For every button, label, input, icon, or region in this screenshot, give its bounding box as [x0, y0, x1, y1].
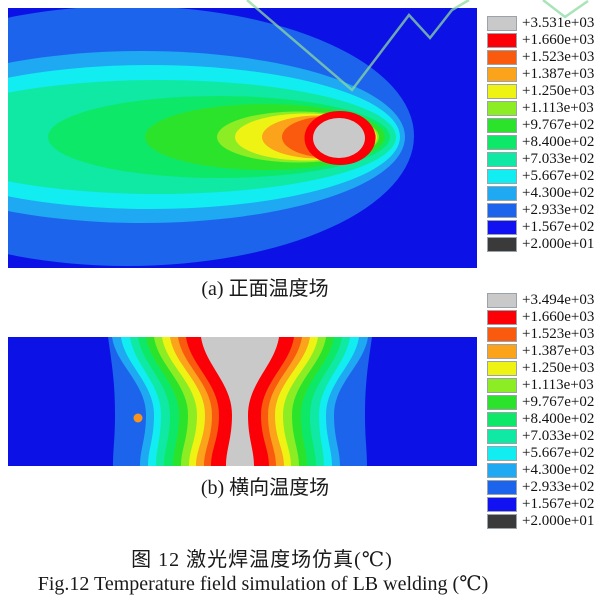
legend-value-label: +1.387e+03 [522, 66, 595, 82]
subcaption-transverse: (b) 横向温度场 [200, 477, 330, 499]
legend-row: +1.113e+03 [487, 100, 594, 117]
contour-band-gray [201, 337, 279, 466]
legend-swatch [487, 463, 517, 478]
legend-swatch [487, 203, 517, 218]
legend-row: +2.933e+02 [487, 202, 594, 219]
legend-swatch [487, 429, 517, 444]
legend-transverse: +3.494e+03 +1.660e+03 +1.523e+03 +1.387e+03… [487, 292, 594, 530]
legend-row: +2.000e+01 [487, 513, 594, 530]
legend-swatch [487, 514, 517, 529]
legend-row: +1.660e+03 [487, 32, 594, 49]
legend-value-label: +7.033e+02 [522, 428, 595, 444]
legend-value-label: +1.250e+03 [522, 360, 595, 376]
contour-plot-transverse-canvas [8, 337, 477, 466]
legend-swatch [487, 344, 517, 359]
legend-swatch [487, 480, 517, 495]
legend-row: +1.387e+03 [487, 343, 594, 360]
legend-row: +7.033e+02 [487, 428, 594, 445]
contour-plot-frontal [8, 8, 477, 268]
legend-value-label: +9.767e+02 [522, 394, 595, 410]
legend-swatch [487, 186, 517, 201]
legend-row: +8.400e+02 [487, 411, 594, 428]
legend-swatch [487, 50, 517, 65]
legend-row: +1.113e+03 [487, 377, 594, 394]
legend-swatch [487, 84, 517, 99]
legend-row: +1.567e+02 [487, 219, 594, 236]
legend-swatch [487, 310, 517, 325]
legend-row: +2.933e+02 [487, 479, 594, 496]
legend-value-label: +2.000e+01 [522, 513, 595, 529]
legend-row: +1.250e+03 [487, 360, 594, 377]
legend-swatch [487, 118, 517, 133]
contour-plot-frontal-canvas [8, 8, 477, 268]
legend-row: +5.667e+02 [487, 445, 594, 462]
legend-value-label: +1.660e+03 [522, 309, 595, 325]
legend-swatch [487, 135, 517, 150]
legend-value-label: +3.531e+03 [522, 15, 595, 31]
legend-swatch [487, 169, 517, 184]
legend-swatch [487, 220, 517, 235]
legend-row: +5.667e+02 [487, 168, 594, 185]
legend-value-label: +3.494e+03 [522, 292, 595, 308]
legend-value-label: +2.933e+02 [522, 202, 595, 218]
legend-value-label: +2.000e+01 [522, 236, 595, 252]
marker-dot [133, 413, 143, 423]
legend-value-label: +9.767e+02 [522, 117, 595, 133]
legend-row: +1.523e+03 [487, 49, 594, 66]
legend-value-label: +1.567e+02 [522, 219, 595, 235]
legend-value-label: +8.400e+02 [522, 134, 595, 150]
legend-value-label: +1.250e+03 [522, 83, 595, 99]
legend-row: +1.567e+02 [487, 496, 594, 513]
legend-swatch [487, 293, 517, 308]
figure-caption-english: Fig.12 Temperature field simulation of L… [37, 573, 489, 595]
legend-value-label: +1.387e+03 [522, 343, 595, 359]
legend-swatch [487, 497, 517, 512]
legend-value-label: +1.523e+03 [522, 49, 595, 65]
legend-value-label: +4.300e+02 [522, 185, 595, 201]
legend-value-label: +1.113e+03 [522, 377, 594, 393]
legend-swatch [487, 395, 517, 410]
legend-value-label: +8.400e+02 [522, 411, 595, 427]
legend-value-label: +4.300e+02 [522, 462, 595, 478]
legend-swatch [487, 16, 517, 31]
legend-swatch [487, 446, 517, 461]
legend-value-label: +1.567e+02 [522, 496, 595, 512]
legend-value-label: +2.933e+02 [522, 479, 595, 495]
legend-value-label: +5.667e+02 [522, 168, 595, 184]
legend-swatch [487, 412, 517, 427]
molten-pool [313, 118, 365, 158]
legend-row: +4.300e+02 [487, 462, 594, 479]
legend-row: +3.494e+03 [487, 292, 594, 309]
legend-swatch [487, 67, 517, 82]
contour-plot-transverse [8, 337, 477, 466]
subcaption-frontal: (a) 正面温度场 [201, 278, 329, 300]
legend-row: +3.531e+03 [487, 15, 594, 32]
legend-value-label: +7.033e+02 [522, 151, 595, 167]
legend-row: +4.300e+02 [487, 185, 594, 202]
legend-row: +7.033e+02 [487, 151, 594, 168]
legend-value-label: +1.660e+03 [522, 32, 595, 48]
legend-frontal: +3.531e+03 +1.660e+03 +1.523e+03 +1.387e+03… [487, 15, 594, 253]
legend-value-label: +1.113e+03 [522, 100, 594, 116]
legend-swatch [487, 101, 517, 116]
legend-swatch [487, 361, 517, 376]
legend-row: +2.000e+01 [487, 236, 594, 253]
legend-value-label: +1.523e+03 [522, 326, 595, 342]
figure-caption-chinese: 图 12 激光焊温度场仿真(℃) [131, 549, 393, 571]
legend-row: +1.660e+03 [487, 309, 594, 326]
legend-row: +1.523e+03 [487, 326, 594, 343]
legend-swatch [487, 237, 517, 252]
legend-row: +9.767e+02 [487, 394, 594, 411]
legend-row: +1.387e+03 [487, 66, 594, 83]
legend-swatch [487, 33, 517, 48]
legend-swatch [487, 152, 517, 167]
legend-value-label: +5.667e+02 [522, 445, 595, 461]
legend-swatch [487, 327, 517, 342]
legend-row: +9.767e+02 [487, 117, 594, 134]
legend-row: +8.400e+02 [487, 134, 594, 151]
legend-row: +1.250e+03 [487, 83, 594, 100]
legend-swatch [487, 378, 517, 393]
